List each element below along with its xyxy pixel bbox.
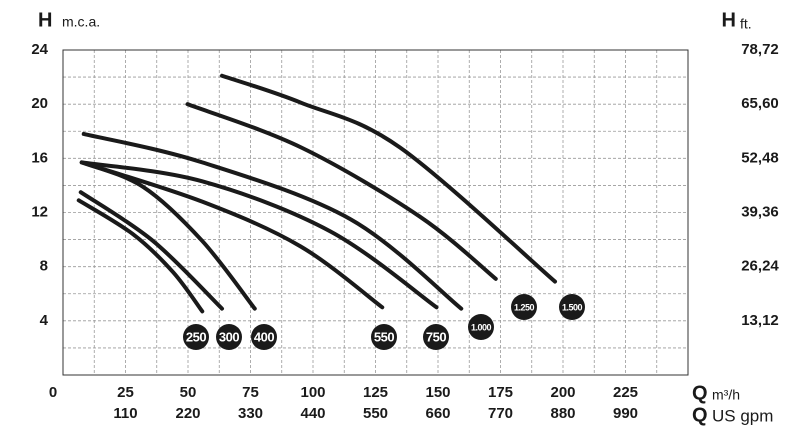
series-badge: 1.000	[468, 314, 494, 340]
x-tick-label: 125	[363, 384, 388, 401]
x2-tick-label: 550	[363, 405, 388, 422]
y-tick-label: 16	[31, 149, 48, 166]
pump-curve	[220, 73, 557, 284]
x2-tick-label: 220	[175, 405, 200, 422]
badge-circle	[468, 314, 494, 340]
badge-circle	[423, 324, 449, 350]
x-tick-label: 25	[117, 384, 134, 401]
x-axis-unit: m³/h	[712, 387, 740, 403]
series-badge: 400	[251, 324, 277, 350]
pump-curve	[79, 160, 257, 311]
x-tick-label: 200	[550, 384, 575, 401]
y-axis-symbol: H	[38, 9, 52, 31]
x-axis-symbol: Q	[692, 382, 708, 404]
pump-curve	[78, 190, 224, 311]
pump-curve	[81, 131, 464, 311]
legend-label: 1.500	[562, 302, 583, 312]
x2-tick-label: 990	[613, 405, 638, 422]
legend-label: 1.250	[514, 302, 535, 312]
y2-tick-label: 39,36	[741, 203, 779, 220]
y2-axis-symbol: H	[722, 9, 736, 31]
y2-tick-label: 52,48	[741, 149, 779, 166]
y2-tick-label: 65,60	[741, 95, 779, 112]
badge-circle	[251, 324, 277, 350]
x-tick-label: 150	[425, 384, 450, 401]
x2-tick-label: 880	[550, 405, 575, 422]
x2-tick-label: 330	[238, 405, 263, 422]
series-badge: 1.250	[511, 294, 537, 320]
series-badge: 250	[183, 324, 209, 350]
x-tick-label: 100	[300, 384, 325, 401]
series-badge: 750	[423, 324, 449, 350]
series-badge: 550	[371, 324, 397, 350]
x2-tick-label: 660	[425, 405, 450, 422]
x2-axis-symbol: Q	[692, 404, 708, 426]
badge-circle	[183, 324, 209, 350]
y-tick-label: 20	[31, 95, 48, 112]
legend-label: 550	[374, 329, 394, 344]
pump-curve	[79, 160, 385, 310]
x-tick-label: 175	[488, 384, 513, 401]
y2-tick-label: 78,72	[741, 41, 779, 58]
legend-label: 750	[426, 329, 446, 344]
legend-label: 300	[219, 329, 239, 344]
legend-label: 400	[254, 329, 274, 344]
series-badge: 300	[216, 324, 242, 350]
y-tick-label: 4	[40, 312, 49, 329]
x2-tick-label: 110	[113, 405, 137, 422]
x-tick-label: 50	[180, 384, 197, 401]
x2-axis-unit: US gpm	[712, 406, 773, 425]
legend-label: 250	[186, 329, 206, 344]
x-tick-label: 0	[49, 384, 57, 401]
y2-tick-label: 13,12	[741, 312, 779, 329]
x2-tick-label: 770	[488, 405, 513, 422]
badge-circle	[559, 294, 585, 320]
badge-circle	[511, 294, 537, 320]
series-badge: 1.500	[559, 294, 585, 320]
y-tick-label: 24	[31, 41, 48, 58]
x-tick-label: 225	[613, 384, 638, 401]
y-tick-label: 8	[40, 258, 48, 275]
pump-curve	[185, 102, 498, 281]
x-tick-label: 75	[242, 384, 259, 401]
x2-tick-label: 440	[300, 405, 325, 422]
badge-circle	[371, 324, 397, 350]
pump-curve	[79, 160, 439, 310]
badge-circle	[216, 324, 242, 350]
pump-curve	[76, 198, 205, 314]
y-tick-label: 12	[31, 203, 48, 220]
y-axis-unit: m.c.a.	[62, 14, 100, 30]
legend-label: 1.000	[471, 322, 492, 332]
y2-tick-label: 26,24	[741, 258, 779, 275]
plot-frame	[62, 49, 689, 376]
y2-axis-unit: ft.	[740, 16, 752, 32]
